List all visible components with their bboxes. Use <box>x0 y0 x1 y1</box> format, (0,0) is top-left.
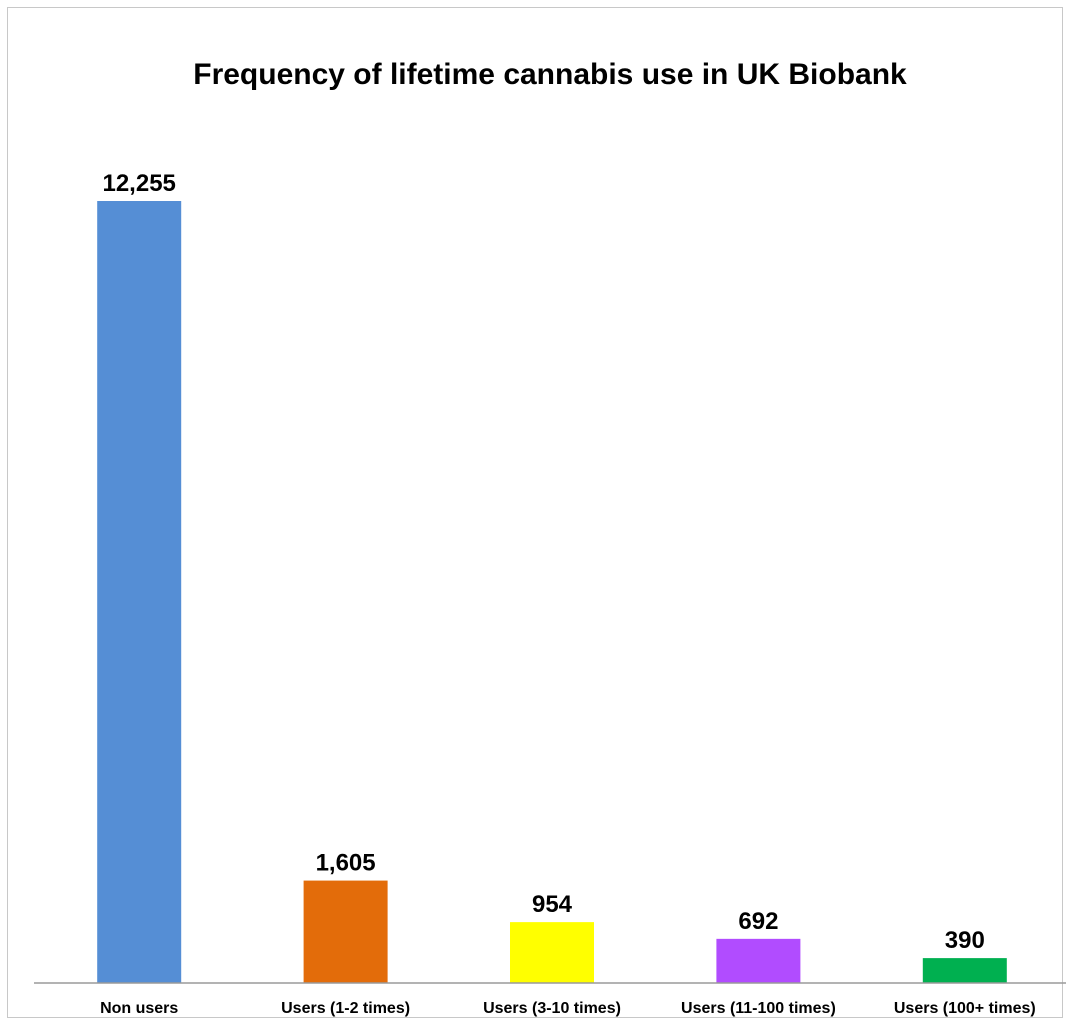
chart-title: Frequency of lifetime cannabis use in UK… <box>193 58 907 91</box>
x-tick-labels-group: Non users Users (1-2 times) Users (3-10 ti… <box>100 1000 1036 1017</box>
x-tick-label-4: Users (100+ times) <box>894 1000 1036 1017</box>
bar-4 <box>922 958 1007 983</box>
x-tick-label-1: Users (1-2 times) <box>281 1000 410 1017</box>
value-label-1: 1,605 <box>316 850 376 877</box>
bars-group <box>97 201 1007 983</box>
value-label-2: 954 <box>532 891 573 918</box>
chart-frame <box>7 7 1063 1018</box>
x-tick-label-3: Users (11-100 times) <box>681 1000 836 1017</box>
value-label-3: 692 <box>738 908 778 935</box>
bar-2 <box>510 922 594 983</box>
bar-1 <box>303 880 388 983</box>
value-label-4: 390 <box>945 927 985 954</box>
x-tick-label-2: Users (3-10 times) <box>483 1000 621 1017</box>
x-tick-label-0: Non users <box>100 1000 178 1017</box>
value-labels-group: 12,255 1,605 954 692 390 <box>102 170 984 954</box>
bar-3 <box>716 938 801 983</box>
bar-0 <box>97 201 182 983</box>
value-label-0: 12,255 <box>102 170 175 197</box>
